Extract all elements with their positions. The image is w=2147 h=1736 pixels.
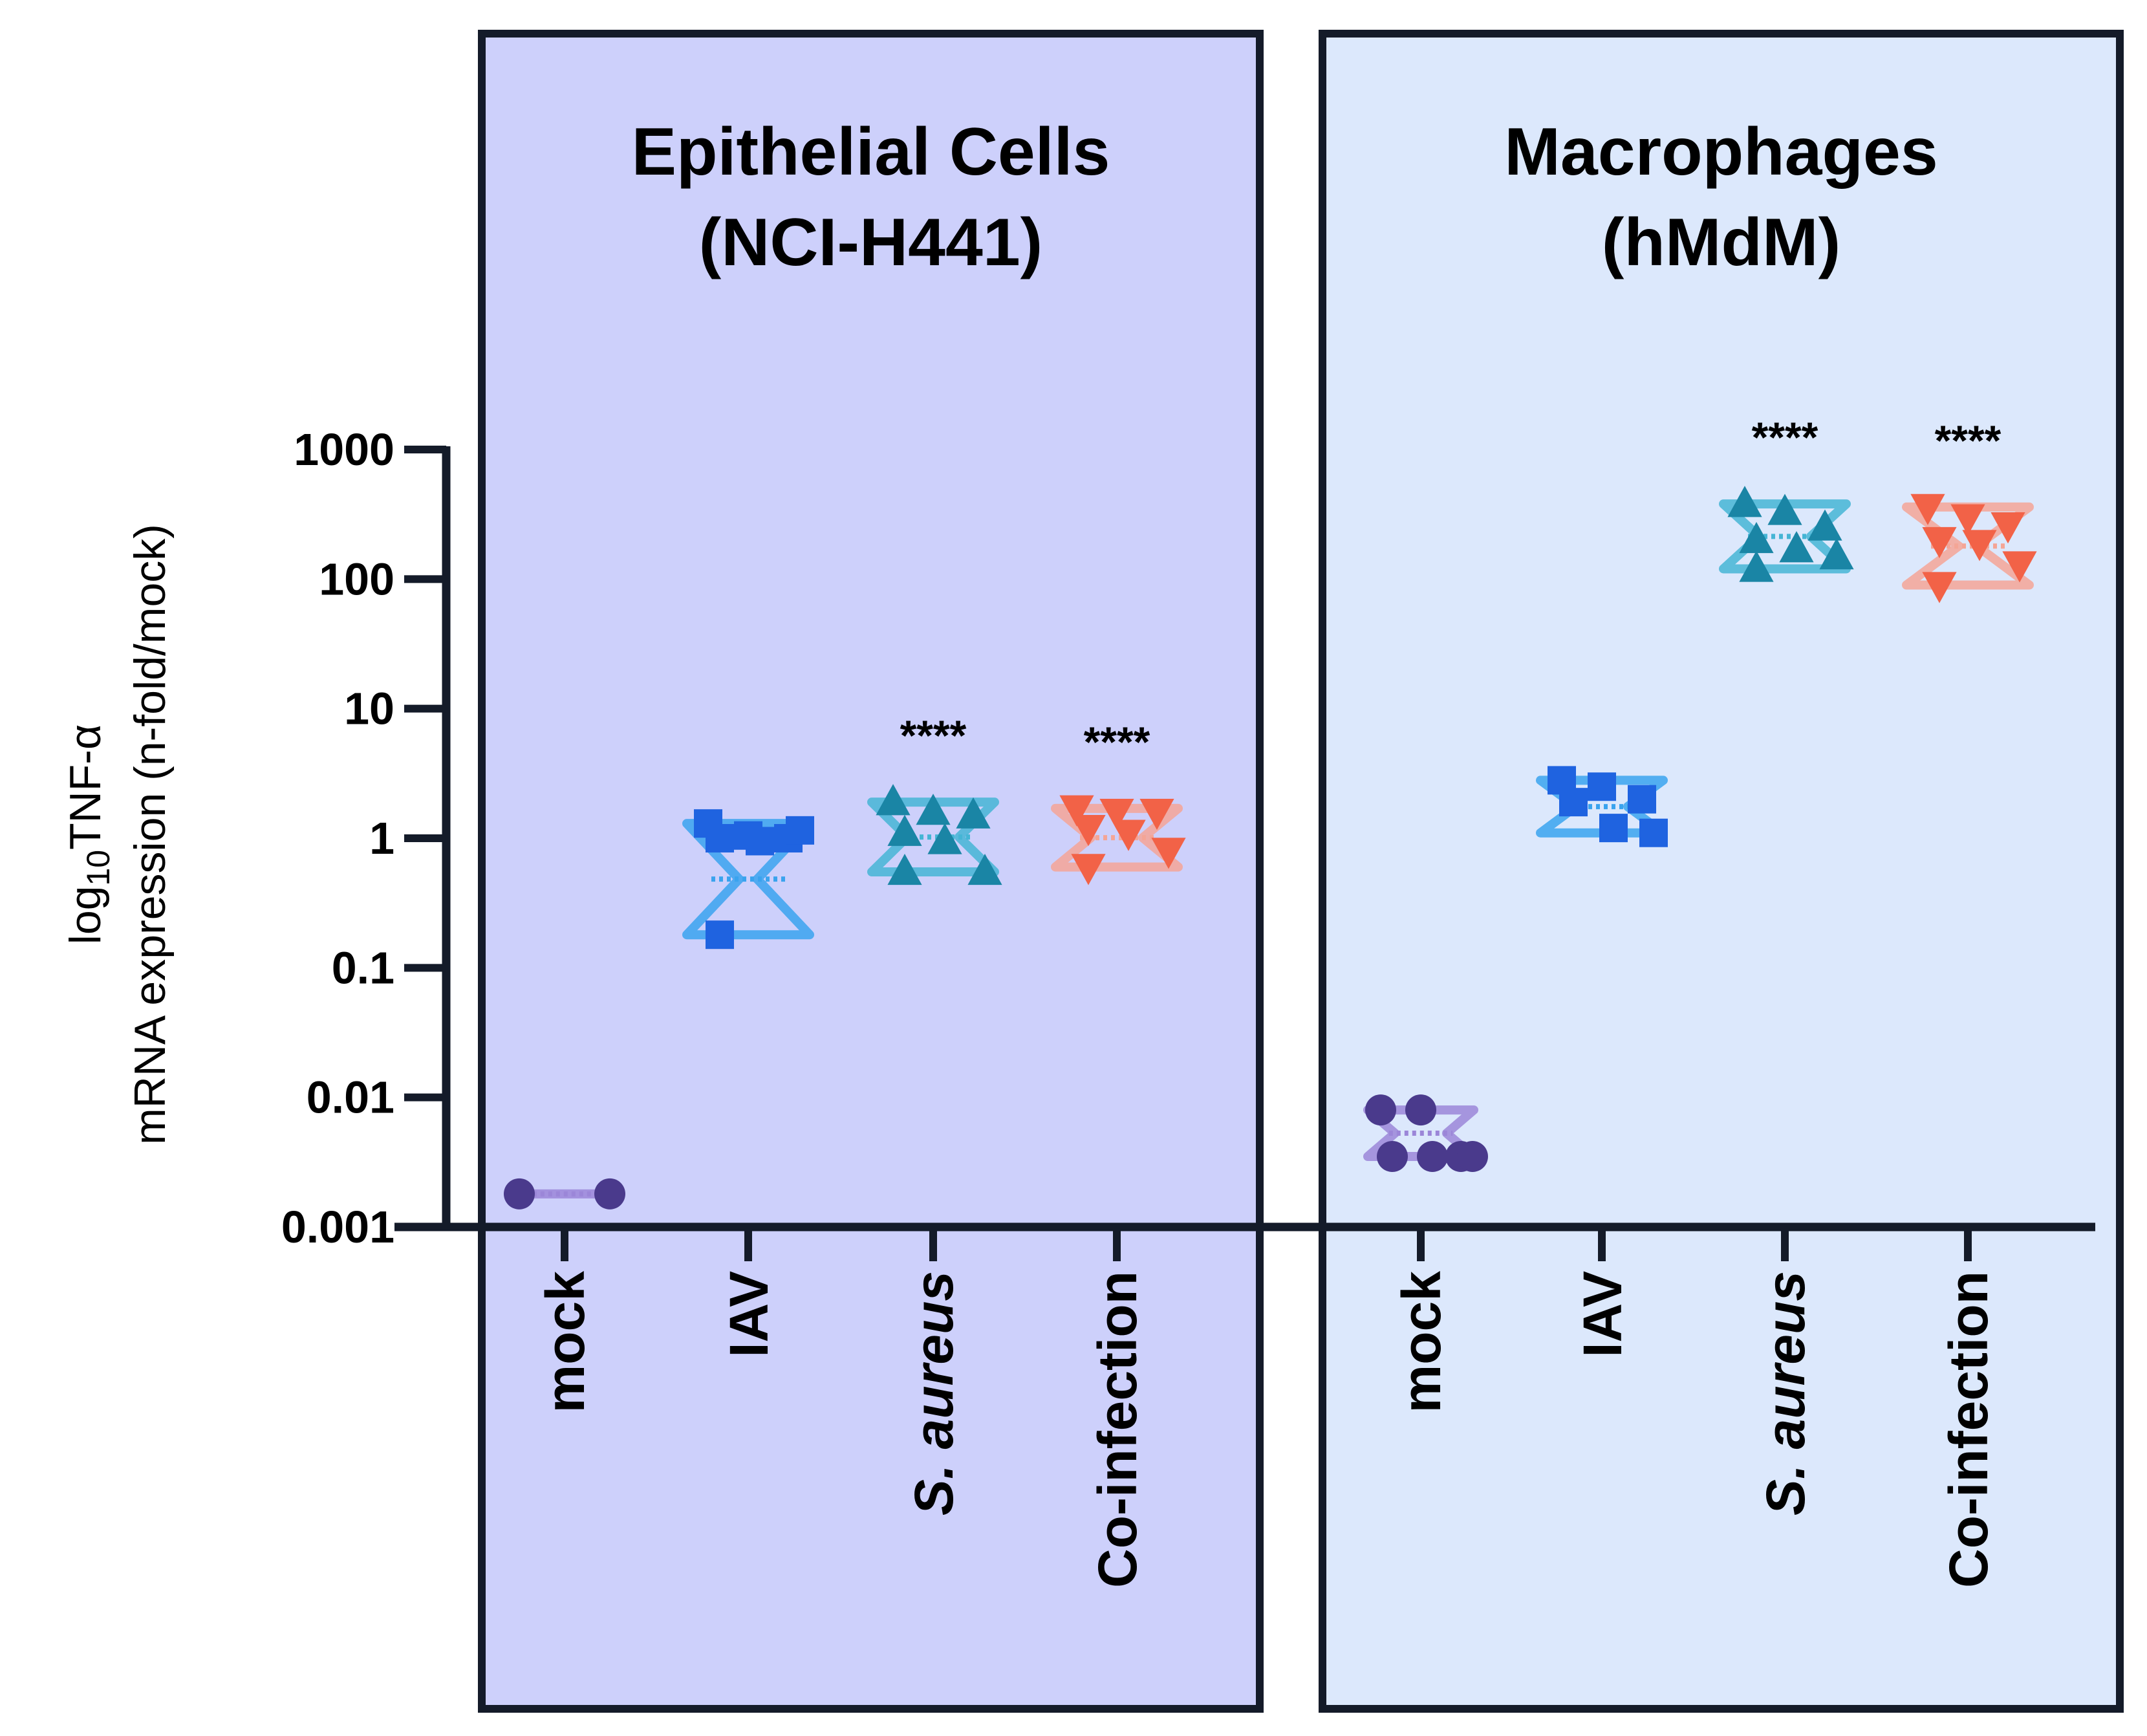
data-point	[1922, 526, 1957, 559]
data-point	[1071, 854, 1106, 885]
panel-title: Epithelial Cells	[632, 114, 1110, 190]
data-point	[1457, 1141, 1488, 1173]
data-point	[1922, 572, 1957, 603]
data-point	[706, 824, 734, 852]
data-point	[1139, 798, 1174, 830]
y-tick-label: 1	[369, 813, 394, 863]
data-point	[967, 854, 1002, 885]
data-point	[916, 794, 951, 825]
panel-title: Macrophages	[1504, 114, 1937, 190]
category-label: IAV	[718, 1271, 779, 1358]
panel-subtitle: (NCI-H441)	[699, 205, 1043, 280]
data-point	[1559, 788, 1588, 817]
y-axis-label-rest: TNF-α	[61, 724, 110, 850]
y-tick-label: 0.01	[307, 1072, 394, 1123]
data-point	[1779, 531, 1814, 563]
data-point	[1151, 838, 1186, 869]
data-point	[1365, 1094, 1396, 1126]
data-point	[1962, 530, 1997, 561]
points-layer	[504, 486, 2037, 1210]
y-axis-label: log10TNF-α	[61, 724, 116, 945]
data-point	[1417, 1141, 1448, 1173]
data-point	[876, 784, 911, 816]
significance-label: ****	[1084, 718, 1150, 766]
data-point	[706, 920, 734, 949]
data-point	[1099, 798, 1134, 830]
data-point	[927, 823, 962, 854]
y-tick-label: 100	[319, 554, 394, 604]
data-point	[1071, 814, 1106, 847]
y-axis-label-main: log	[61, 886, 110, 945]
data-point	[887, 854, 922, 885]
data-point	[956, 797, 991, 829]
category-label: Co-infection	[1938, 1271, 1999, 1588]
labels-layer: Epithelial Cells (NCI-H441) mock IAV **** S. …	[535, 114, 2001, 1588]
y-axis-label-sub: 10	[80, 850, 116, 886]
category-label: S. aureus	[903, 1271, 964, 1515]
significance-label: ****	[1752, 413, 1818, 461]
data-point	[594, 1178, 625, 1210]
y-tick-label: 0.001	[281, 1202, 394, 1252]
data-point	[1628, 785, 1656, 814]
violin-outline	[1902, 502, 2034, 590]
category-label: mock	[1391, 1271, 1452, 1413]
y-tick-label: 10	[344, 684, 394, 734]
data-point	[1767, 494, 1802, 525]
data-point	[746, 827, 774, 856]
data-point	[1599, 814, 1628, 843]
category-label: S. aureus	[1755, 1271, 1816, 1515]
data-point	[1377, 1141, 1408, 1173]
data-point	[1111, 819, 1146, 851]
data-point	[1588, 772, 1616, 801]
category-label: Co-infection	[1087, 1271, 1148, 1588]
y-tick-label: 1000	[294, 424, 394, 475]
panel-2-box	[1319, 30, 2124, 1713]
data-point	[1739, 522, 1774, 554]
data-point	[1819, 538, 1854, 570]
category-label: IAV	[1572, 1271, 1633, 1358]
significance-label: ****	[900, 711, 967, 759]
data-point	[1739, 550, 1774, 582]
data-point	[1059, 795, 1094, 827]
category-label: mock	[535, 1271, 596, 1413]
data-point	[1991, 512, 2025, 544]
data-point	[1910, 494, 1945, 525]
data-point	[786, 816, 814, 845]
significance-label: ****	[1935, 417, 2001, 464]
y-axis-label-line2: mRNA expression (n-fold/mock)	[125, 524, 175, 1145]
data-point	[1727, 486, 1762, 517]
data-point	[1405, 1094, 1436, 1126]
y-tick-label: 0.1	[332, 942, 394, 993]
data-point	[504, 1178, 535, 1210]
data-point	[1639, 818, 1668, 847]
data-point	[887, 814, 922, 846]
data-point	[1807, 509, 1842, 541]
data-point	[2002, 551, 2037, 583]
data-point	[1950, 504, 1985, 536]
panel-subtitle: (hMdM)	[1602, 205, 1841, 280]
